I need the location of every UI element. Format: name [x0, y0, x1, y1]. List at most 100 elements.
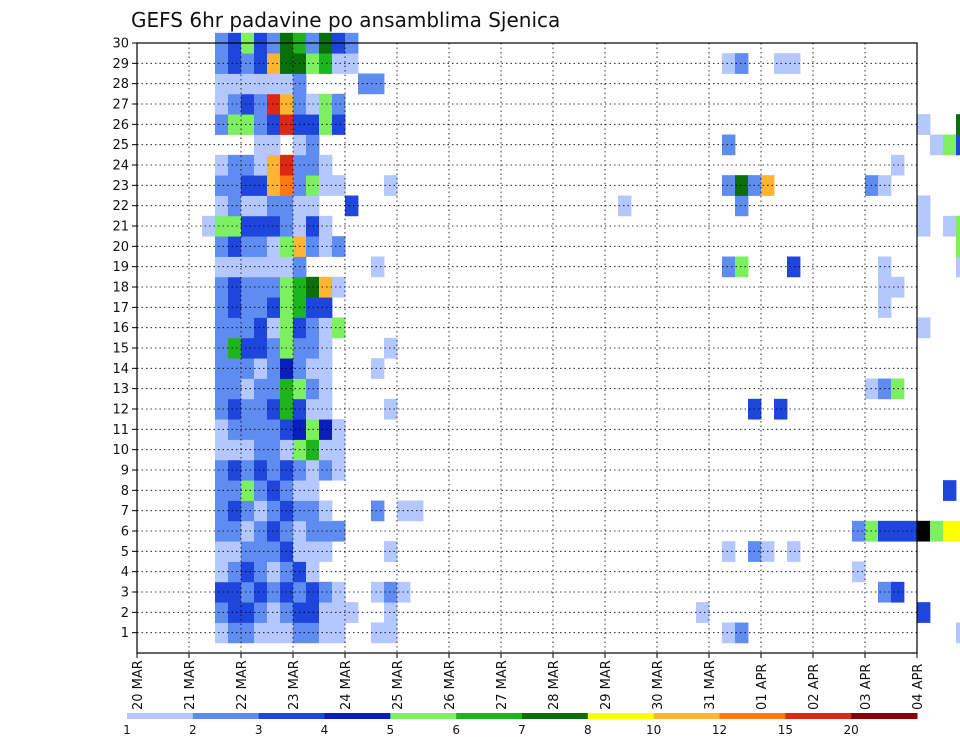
heatmap-cell	[228, 622, 242, 644]
heatmap-cell	[735, 195, 749, 217]
heatmap-cell	[254, 439, 268, 461]
heatmap-cell	[956, 215, 960, 237]
heatmap-cell	[917, 602, 931, 623]
x-tick-label: 03 APR	[859, 664, 874, 710]
heatmap-cell	[254, 114, 268, 135]
heatmap-cell	[254, 53, 268, 74]
heatmap-cell	[241, 622, 255, 644]
y-tick-label: 16	[112, 321, 129, 336]
heatmap-cell	[228, 53, 242, 74]
heatmap-cell	[254, 195, 268, 217]
heatmap-cell	[943, 480, 957, 501]
y-tick-label: 5	[121, 545, 129, 560]
x-tick-label: 26 MAR	[443, 660, 458, 710]
heatmap-cell	[228, 419, 242, 440]
heatmap-cell	[215, 500, 229, 522]
colorbar-label: 20	[844, 723, 859, 737]
colorbar-label: 5	[387, 723, 395, 737]
x-axis-ticks: 20 MAR 21 MAR 22 MAR 23 MAR 24 MAR 25 MAR 26 M…	[131, 653, 926, 710]
y-tick-label: 20	[112, 240, 129, 255]
heatmap-cell	[254, 236, 268, 257]
heatmap-cell	[267, 419, 281, 440]
y-tick-label: 14	[112, 362, 129, 377]
colorbar-segment	[324, 713, 391, 719]
heatmap-cell	[384, 622, 398, 644]
heatmap-cell	[241, 297, 255, 318]
heatmap-cell	[722, 541, 736, 562]
heatmap-cell	[215, 337, 229, 359]
heatmap-cell	[241, 398, 255, 420]
y-tick-label: 10	[112, 443, 129, 458]
x-tick-label: 30 MAR	[651, 660, 666, 710]
heatmap-cell	[241, 93, 255, 115]
heatmap-cell	[332, 520, 346, 542]
heatmap-cell	[956, 114, 960, 135]
heatmap-cell	[215, 236, 229, 257]
heatmap-cell	[319, 276, 333, 298]
colorbar-label: 10	[646, 723, 661, 737]
colorbar-label: 2	[189, 723, 197, 737]
colorbar-label: 7	[518, 723, 526, 737]
heatmap-cell	[241, 561, 255, 583]
heatmap-cell	[917, 215, 931, 237]
colorbar-segment	[390, 713, 457, 719]
x-tick-label: 21 MAR	[183, 660, 198, 710]
heatmap-cell	[332, 114, 346, 135]
heatmap-cell	[241, 256, 255, 278]
x-tick-label: 28 MAR	[547, 660, 562, 710]
colorbar-segment	[258, 713, 325, 719]
y-tick-label: 30	[112, 37, 129, 52]
heatmap-cell	[241, 541, 255, 562]
heatmap-cell	[241, 419, 255, 440]
heatmap-cell	[241, 215, 255, 237]
colorbar-segment	[127, 713, 194, 719]
heatmap-cell	[228, 276, 242, 298]
heatmap-cell	[345, 195, 359, 217]
heatmap-cell	[241, 276, 255, 298]
heatmap-cell	[215, 561, 229, 583]
heatmap-cell	[254, 256, 268, 278]
heatmap-cell	[267, 215, 281, 237]
y-tick-label: 8	[121, 484, 129, 499]
heatmap-cell	[254, 154, 268, 176]
heatmap-cell	[332, 175, 346, 196]
x-tick-label: 22 MAR	[235, 660, 250, 710]
heatmap-cell	[722, 175, 736, 196]
heatmap-cell	[215, 378, 229, 400]
heatmap-cell	[215, 73, 229, 95]
heatmap-cell	[852, 520, 866, 542]
colorbar-label: 15	[778, 723, 793, 737]
heatmap-cell	[228, 439, 242, 461]
heatmap-cell	[215, 602, 229, 623]
heatmap-cell	[254, 175, 268, 196]
x-tick-label: 25 MAR	[391, 660, 406, 710]
heatmap-cell	[735, 53, 749, 74]
heatmap-cell	[228, 256, 242, 278]
colorbar: 1 2 3 4 5 6 7 8 10 12 15 20	[123, 713, 918, 737]
heatmap-cell	[332, 317, 346, 339]
heatmap-cell	[241, 459, 255, 481]
heatmap-cell	[332, 459, 346, 481]
heatmap-cell	[319, 581, 333, 603]
heatmap-cell	[332, 419, 346, 440]
heatmap-cell	[228, 114, 242, 135]
y-tick-label: 7	[121, 504, 129, 519]
heatmap-cell	[241, 602, 255, 623]
heatmap-cell	[267, 236, 281, 257]
heatmap-cell	[722, 53, 736, 74]
heatmap-cell	[267, 195, 281, 217]
heatmap-cell	[267, 358, 281, 379]
heatmap-cell	[943, 215, 957, 237]
colorbar-segment	[653, 713, 720, 719]
heatmap-cell	[241, 520, 255, 542]
heatmap-cell	[267, 622, 281, 644]
heatmap-cell	[332, 276, 346, 298]
heatmap-cell	[254, 602, 268, 623]
heatmap-cell	[267, 398, 281, 420]
heatmap-cell	[332, 439, 346, 461]
heatmap-cell	[267, 500, 281, 522]
heatmap-cell	[319, 622, 333, 644]
heatmap-cell	[332, 53, 346, 74]
heatmap-cell	[228, 236, 242, 257]
heatmap-cell	[319, 459, 333, 481]
